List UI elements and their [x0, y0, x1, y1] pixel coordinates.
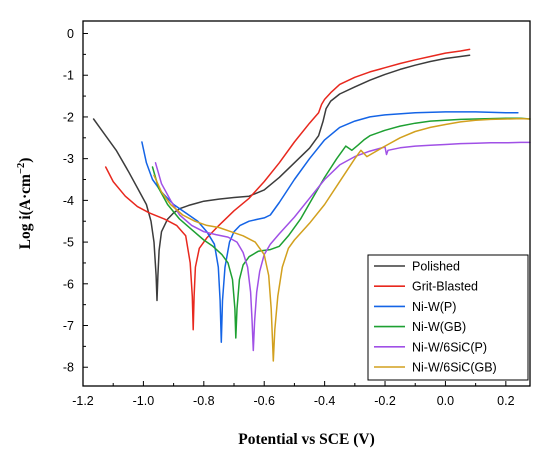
x-tick-label: -1.0 — [133, 394, 155, 408]
legend-label: Ni-W(P) — [412, 300, 456, 314]
y-axis-title-sup: −2 — [16, 163, 27, 174]
y-tick-label: -2 — [63, 110, 74, 124]
x-tick-label: 0.0 — [437, 394, 454, 408]
legend-label: Ni-W/6SiC(GB) — [412, 361, 497, 375]
y-tick-label: -5 — [63, 236, 74, 250]
legend-box — [367, 254, 529, 381]
legend-label: Ni-W(GB) — [412, 320, 466, 334]
curves-layer — [92, 48, 531, 362]
y-tick-label: -6 — [63, 277, 74, 291]
x-tick-label: -0.6 — [253, 394, 275, 408]
series-line-5 — [153, 117, 531, 362]
x-tick-label: -1.2 — [72, 394, 94, 408]
y-axis: 0 -1 -2 -3 -4 -5 -6 -7 -8 — [63, 27, 88, 375]
y-tick-label: -4 — [63, 194, 74, 208]
series-line-3 — [151, 117, 531, 339]
x-axis: -1.2 -1.0 -0.8 -0.6 -0.4 -0.2 0.0 0.2 — [72, 381, 515, 408]
y-tick-label: 0 — [67, 27, 74, 41]
y-tick-label: -7 — [63, 319, 74, 333]
x-tick-label: 0.2 — [497, 394, 514, 408]
y-tick-label: -3 — [63, 152, 74, 166]
legend: Polished Grit-Blasted Ni-W(P) Ni-W(GB) Ni-W/… — [367, 254, 529, 381]
y-axis-title-close: ) — [17, 158, 34, 163]
y-axis-title: Log i(A·cm−2) — [16, 158, 34, 250]
legend-label: Polished — [412, 260, 460, 274]
series-line-1 — [104, 48, 471, 331]
y-axis-title-main: Log i(A·cm — [17, 174, 34, 249]
plot-frame — [82, 20, 531, 387]
series-line-4 — [154, 141, 531, 352]
x-axis-title: Potential vs SCE (V) — [238, 431, 374, 448]
x-tick-label: -0.4 — [314, 394, 336, 408]
y-tick-label: -1 — [63, 69, 74, 83]
legend-label: Ni-W/6SiC(P) — [412, 340, 487, 354]
series-line-2 — [141, 111, 519, 343]
legend-label: Grit-Blasted — [412, 280, 478, 294]
x-tick-label: -0.8 — [193, 394, 215, 408]
x-tick-label: -0.2 — [374, 394, 396, 408]
y-tick-label: -8 — [63, 361, 74, 375]
series-line-0 — [92, 54, 471, 302]
